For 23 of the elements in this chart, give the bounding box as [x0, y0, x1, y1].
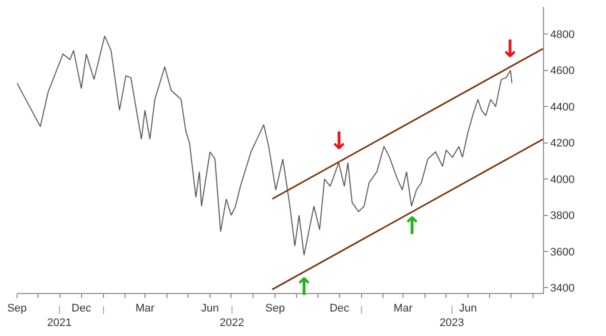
annotation: ↑ — [294, 273, 314, 301]
x2-tick-label: 2021 — [47, 317, 72, 329]
y-tick-label: 4600 — [550, 65, 575, 78]
y-tick-label: 4800 — [550, 29, 575, 42]
x-tick-label: Dec — [330, 302, 350, 314]
x2-tick-label: 2022 — [220, 317, 244, 329]
y-tick-label: 4000 — [550, 174, 575, 186]
x2-tick-label: 2023 — [440, 317, 464, 329]
x-tick-label: Sep — [265, 302, 285, 314]
x-tick-label: Mar — [135, 302, 155, 314]
y-tick-label: 4400 — [550, 101, 575, 114]
x-tick-label: Mar — [394, 302, 413, 314]
annotation: ↓ — [500, 35, 520, 63]
annotation: ↓ — [329, 127, 350, 155]
x-tick-label: Dec — [72, 302, 92, 314]
y-tick-label: 3600 — [550, 246, 575, 258]
x-tick-label: Jun — [201, 302, 219, 314]
annotation: ↑ — [402, 212, 422, 240]
x-tick-label: Sep — [7, 302, 27, 314]
y-tick-label: 3400 — [550, 282, 575, 295]
x-tick-label: Jun — [459, 302, 477, 314]
y-tick-label: 3800 — [550, 210, 575, 222]
y-tick-label: 4200 — [550, 138, 575, 150]
